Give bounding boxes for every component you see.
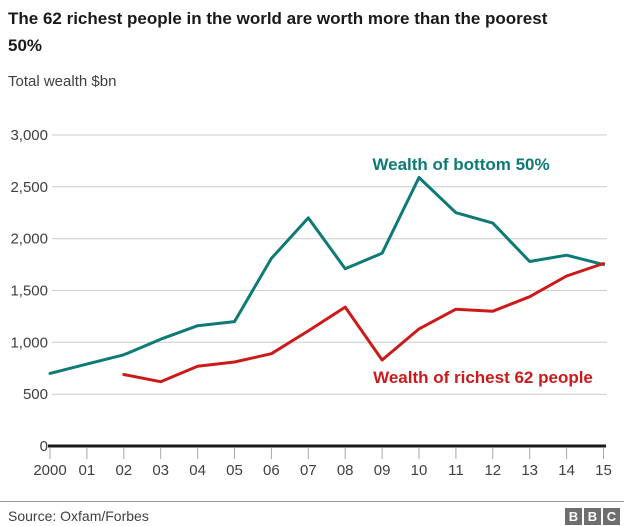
y-axis-tick-label: 1,500 bbox=[10, 283, 48, 300]
x-axis-tick-label: 09 bbox=[374, 462, 391, 479]
x-axis-tick-label: 10 bbox=[411, 462, 428, 479]
x-axis-tick-label: 12 bbox=[484, 462, 501, 479]
bbc-logo-letter: B bbox=[584, 508, 601, 525]
series-label: Wealth of bottom 50% bbox=[372, 155, 549, 174]
source-label: Source: Oxfam/Forbes bbox=[8, 508, 149, 524]
x-axis-tick-label: 01 bbox=[79, 462, 96, 479]
x-axis-tick-label: 2000 bbox=[33, 462, 66, 479]
bbc-logo-letter: C bbox=[603, 508, 620, 525]
x-axis-tick-label: 07 bbox=[300, 462, 317, 479]
y-axis-tick-label: 3,000 bbox=[10, 127, 48, 144]
chart-subtitle: Total wealth $bn bbox=[8, 73, 117, 90]
chart-title: The 62 richest people in the world are w… bbox=[8, 9, 548, 55]
y-axis-tick-label: 2,500 bbox=[10, 179, 48, 196]
chart-header: The 62 richest people in the world are w… bbox=[8, 5, 553, 90]
x-axis-tick-label: 08 bbox=[337, 462, 354, 479]
x-axis-tick-label: 15 bbox=[595, 462, 612, 479]
x-axis-tick-label: 03 bbox=[152, 462, 169, 479]
series-line-richest-62 bbox=[122, 262, 605, 384]
x-axis-tick-label: 05 bbox=[226, 462, 243, 479]
series-label: Wealth of richest 62 people bbox=[373, 368, 593, 387]
chart-footer: Source: Oxfam/Forbes B B C bbox=[0, 501, 624, 526]
x-axis-tick-label: 06 bbox=[263, 462, 280, 479]
series-line-bottom-50 bbox=[48, 176, 605, 375]
y-axis-tick-label: 0 bbox=[40, 438, 48, 455]
y-axis-tick-label: 2,000 bbox=[10, 231, 48, 248]
bbc-logo: B B C bbox=[565, 508, 620, 525]
x-axis-tick-label: 13 bbox=[521, 462, 538, 479]
y-axis-tick-label: 500 bbox=[23, 386, 48, 403]
bbc-logo-letter: B bbox=[565, 508, 582, 525]
y-axis-tick-label: 1,000 bbox=[10, 334, 48, 351]
x-axis-tick-label: 14 bbox=[558, 462, 575, 479]
x-axis-tick-label: 02 bbox=[115, 462, 132, 479]
x-axis-tick-label: 11 bbox=[448, 462, 464, 479]
x-axis-tick-label: 04 bbox=[189, 462, 206, 479]
